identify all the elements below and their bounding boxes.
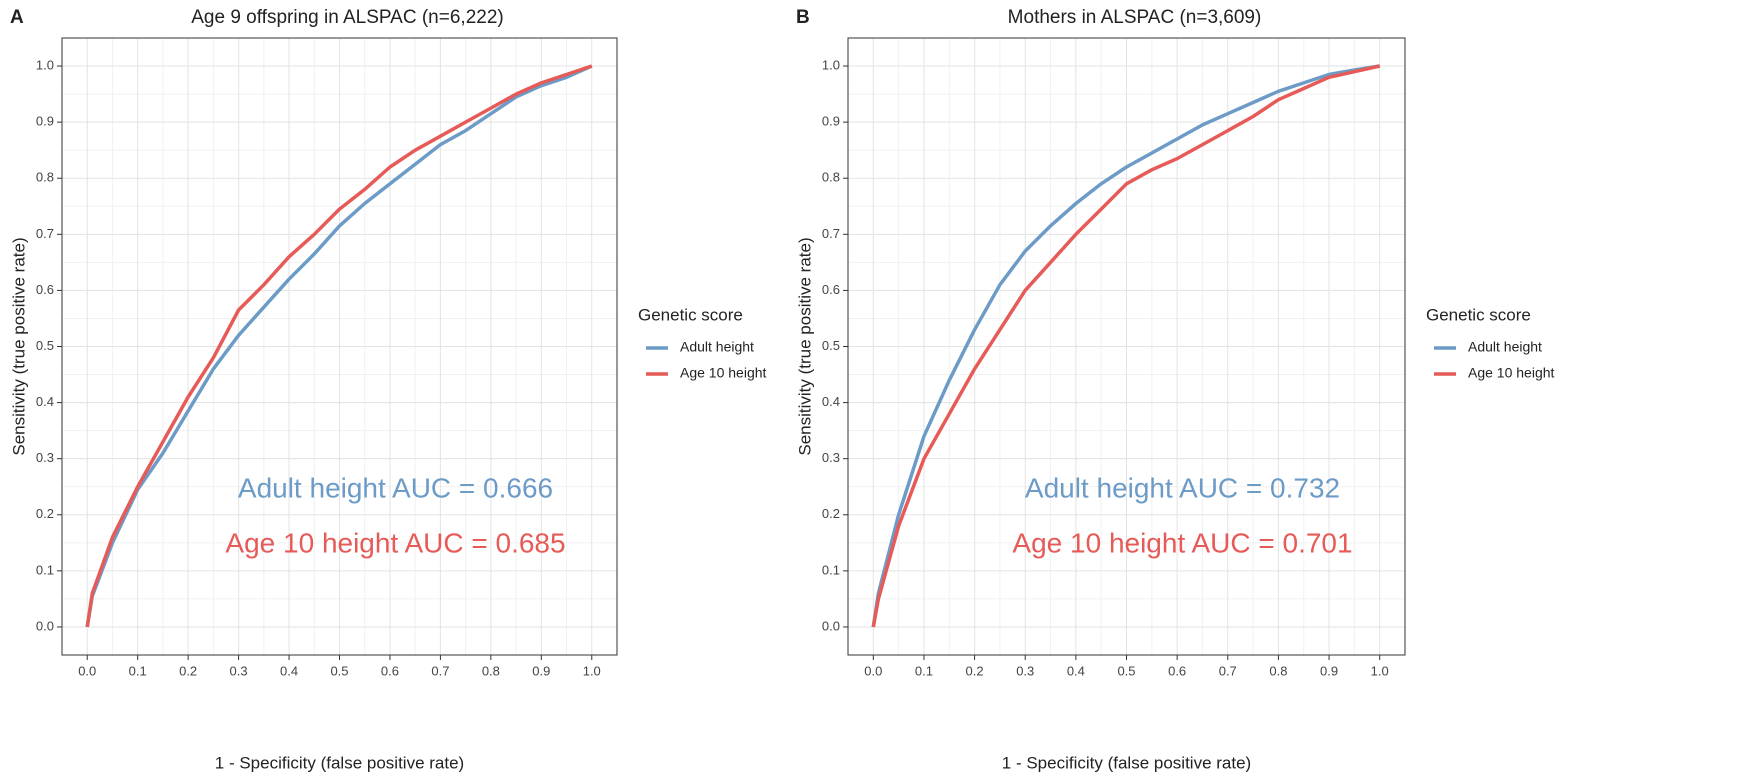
x-tick-label: 0.9 xyxy=(1320,663,1338,678)
x-tick-label: 0.4 xyxy=(1067,663,1085,678)
y-tick-label: 0.7 xyxy=(36,226,54,241)
annotation: Age 10 height AUC = 0.701 xyxy=(1012,527,1352,558)
y-tick-label: 0.8 xyxy=(36,170,54,185)
y-tick-label: 0.6 xyxy=(822,282,840,297)
panel-label: B xyxy=(796,7,810,28)
chart-title: Age 9 offspring in ALSPAC (n=6,222) xyxy=(191,7,503,28)
y-tick-label: 0.9 xyxy=(36,114,54,129)
y-axis-label: Sensitivity (true positive rate) xyxy=(795,237,814,455)
legend-label: Age 10 height xyxy=(1468,365,1555,381)
x-tick-label: 1.0 xyxy=(1371,663,1389,678)
y-tick-label: 0.1 xyxy=(36,562,54,577)
annotation: Adult height AUC = 0.666 xyxy=(238,472,553,503)
y-tick-label: 0.5 xyxy=(822,338,840,353)
y-tick-label: 0.9 xyxy=(822,114,840,129)
y-tick-label: 0.4 xyxy=(822,394,840,409)
x-tick-label: 0.0 xyxy=(78,663,96,678)
legend-title: Genetic score xyxy=(1426,305,1531,324)
legend-label: Adult height xyxy=(680,339,754,355)
x-tick-label: 0.4 xyxy=(280,663,298,678)
x-axis-label: 1 - Specificity (false positive rate) xyxy=(215,753,464,772)
plot-border xyxy=(61,37,618,656)
x-tick-label: 0.6 xyxy=(381,663,399,678)
x-tick-label: 0.1 xyxy=(915,663,933,678)
roc-line xyxy=(871,64,1380,628)
y-tick-label: 0.4 xyxy=(36,394,54,409)
y-axis-label: Sensitivity (true positive rate) xyxy=(9,237,28,455)
x-tick-label: 0.2 xyxy=(966,663,984,678)
y-tick-label: 0.6 xyxy=(36,282,54,297)
roc-line xyxy=(871,64,1381,628)
y-tick-label: 0.0 xyxy=(36,618,54,633)
y-tick-label: 0.3 xyxy=(36,450,54,465)
x-tick-label: 0.1 xyxy=(129,663,147,678)
x-tick-label: 0.6 xyxy=(1168,663,1186,678)
x-tick-label: 0.7 xyxy=(1219,663,1237,678)
x-tick-label: 0.5 xyxy=(1117,663,1135,678)
x-tick-label: 0.8 xyxy=(1269,663,1287,678)
y-tick-label: 0.7 xyxy=(822,226,840,241)
y-tick-label: 0.3 xyxy=(822,450,840,465)
y-tick-label: 0.1 xyxy=(822,562,840,577)
legend-title: Genetic score xyxy=(638,305,743,324)
x-tick-label: 0.9 xyxy=(532,663,550,678)
x-tick-label: 0.7 xyxy=(431,663,449,678)
annotation: Adult height AUC = 0.732 xyxy=(1025,472,1340,503)
x-tick-label: 0.0 xyxy=(864,663,882,678)
roc-line xyxy=(85,64,593,628)
y-tick-label: 0.0 xyxy=(822,618,840,633)
y-tick-label: 0.2 xyxy=(822,506,840,521)
x-tick-label: 0.2 xyxy=(179,663,197,678)
chart-title: Mothers in ALSPAC (n=3,609) xyxy=(1008,7,1262,28)
x-tick-label: 0.8 xyxy=(482,663,500,678)
x-tick-label: 0.3 xyxy=(1016,663,1034,678)
x-tick-label: 1.0 xyxy=(583,663,601,678)
legend-label: Age 10 height xyxy=(680,365,767,381)
y-tick-label: 0.5 xyxy=(36,338,54,353)
y-tick-label: 0.8 xyxy=(822,170,840,185)
panel-label: A xyxy=(10,7,24,28)
y-tick-label: 1.0 xyxy=(822,57,840,72)
annotation: Age 10 height AUC = 0.685 xyxy=(225,527,565,558)
roc-line xyxy=(85,64,593,628)
x-tick-label: 0.3 xyxy=(230,663,248,678)
plot-border xyxy=(847,37,1406,656)
y-tick-label: 0.2 xyxy=(36,506,54,521)
legend-label: Adult height xyxy=(1468,339,1542,355)
x-axis-label: 1 - Specificity (false positive rate) xyxy=(1002,753,1251,772)
x-tick-label: 0.5 xyxy=(330,663,348,678)
y-tick-label: 1.0 xyxy=(36,57,54,72)
